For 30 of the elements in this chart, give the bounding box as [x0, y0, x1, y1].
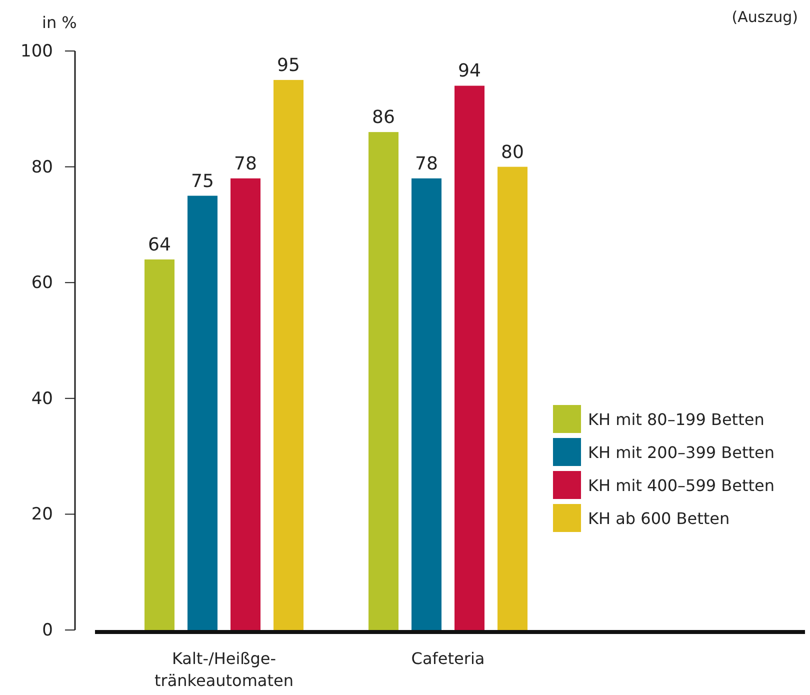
data-label: 86	[372, 107, 395, 128]
data-label: 64	[148, 234, 171, 256]
x-tick-label: Kalt-/Heißge- tränkeautomaten	[154, 649, 294, 690]
legend-label: KH mit 200–399 Betten	[588, 443, 775, 462]
legend-label: KH mit 80–199 Betten	[588, 410, 764, 429]
text: (Auszug)	[732, 8, 798, 26]
data-label: 95	[277, 54, 300, 76]
data-label: 78	[415, 153, 438, 174]
legend-label: KH ab 600 Betten	[588, 509, 730, 528]
bar	[498, 166, 528, 630]
y-tick-label: 40	[31, 388, 53, 409]
data-label: 75	[191, 170, 214, 192]
bar	[412, 178, 442, 630]
bar	[274, 80, 304, 630]
bar	[144, 259, 174, 630]
y-tick-label: 100	[20, 41, 53, 62]
data-label: 94	[458, 60, 481, 82]
y-tick-label: 20	[31, 504, 53, 525]
y-tick-label: 80	[31, 157, 53, 178]
y-axis-title: in %	[42, 13, 77, 32]
bar	[188, 196, 218, 630]
data-label: 80	[501, 142, 524, 163]
bar	[454, 86, 484, 630]
x-tick-label: Cafeteria	[411, 649, 485, 668]
data-label: 78	[234, 153, 257, 174]
bar	[368, 132, 398, 630]
y-tick-label: 60	[31, 273, 53, 294]
legend-label: KH mit 400–599 Betten	[588, 476, 775, 495]
y-tick-label: 0	[42, 620, 53, 640]
bar	[230, 178, 260, 630]
